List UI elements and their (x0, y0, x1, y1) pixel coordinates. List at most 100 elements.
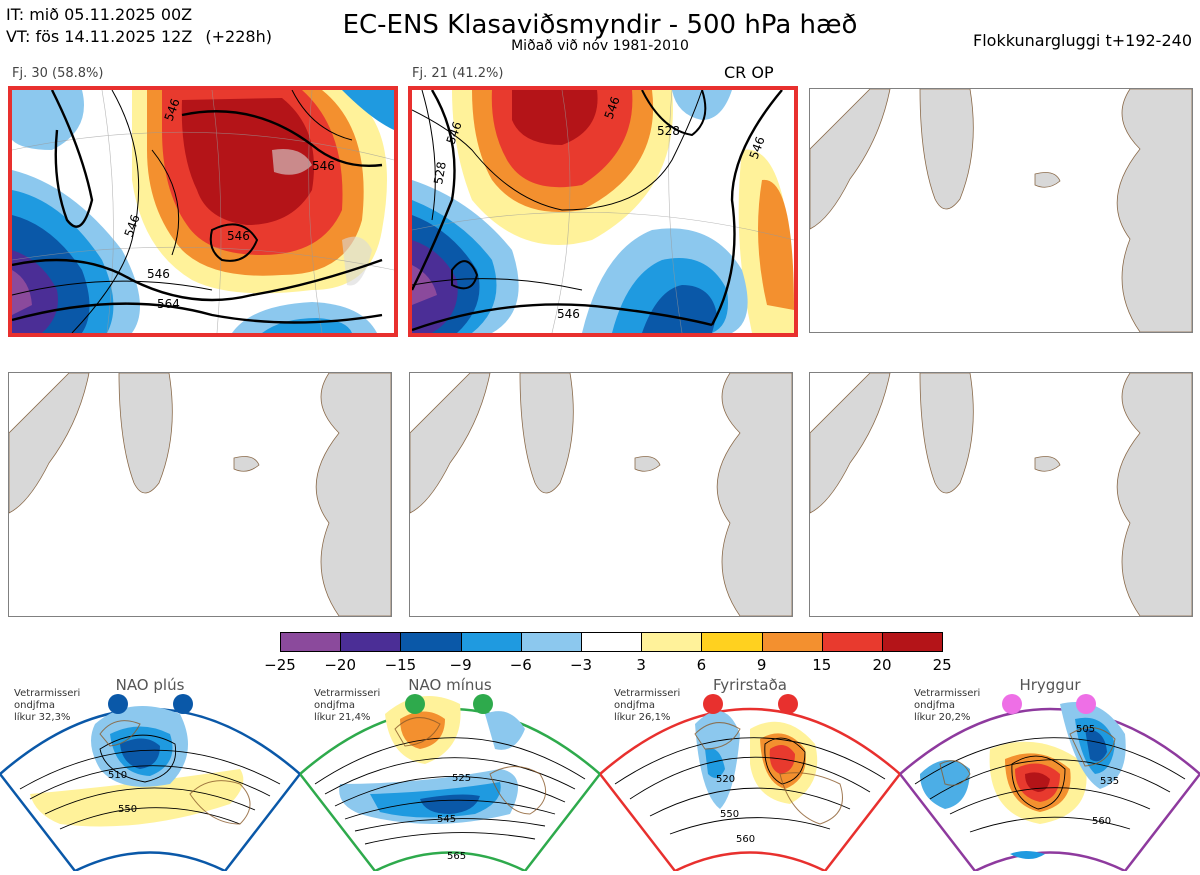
contour-label: 528 (657, 124, 680, 138)
contour-label: 546 (557, 307, 580, 321)
colorbar-tick-label: −25 (264, 656, 296, 674)
cluster-2-anomaly-map: 528 546 546 528 546 546 (412, 90, 794, 333)
land-map (9, 373, 391, 616)
regime-probability: líkur 26,1% (614, 712, 671, 723)
regime-months: ondjfma (614, 700, 655, 711)
regime-contour-label: 510 (108, 770, 127, 781)
contour-label: 546 (227, 229, 250, 243)
regime-contour-label: 520 (716, 774, 735, 785)
colorbar-tick-label: −6 (509, 656, 532, 674)
regime-season: Vetrarmisseri (14, 688, 81, 699)
cluster-map-6[interactable] (809, 372, 1193, 617)
cluster-2-label: Fj. 21 (41.2%) (412, 66, 504, 81)
regime-probability: líkur 20,2% (914, 712, 971, 723)
regime-probability: líkur 32,3% (14, 712, 71, 723)
regime-note: Vetrarmisseri ondjfma líkur 20,2% (914, 688, 980, 724)
control-op-label: CR OP (724, 63, 774, 82)
regime-contour-label: 505 (1076, 724, 1095, 735)
colorbar-tick-label: −9 (449, 656, 472, 674)
colorbar-swatch (761, 632, 823, 652)
colorbar-swatch (581, 632, 643, 652)
regime-title: NAO mínus (408, 676, 492, 694)
regime-map: 505 535 560 (898, 694, 1200, 873)
regime-marker (1076, 694, 1096, 714)
regime-map: 525 545 565 (298, 694, 602, 873)
colorbar-swatch (641, 632, 703, 652)
colorbar-swatch (520, 632, 582, 652)
run-info: IT: mið 05.11.2025 00Z VT: fös 14.11.202… (6, 4, 272, 48)
regime-nao-plus: 510 550 NAO plús Vetrarmisseri ondjfma l… (0, 674, 302, 873)
regime-months: ondjfma (314, 700, 355, 711)
land-map (410, 373, 792, 616)
colorbar-tick-label: −20 (324, 656, 357, 674)
regime-title: Hryggur (1019, 676, 1081, 694)
valid-time-row: VT: fös 14.11.2025 12Z (+228h) (6, 26, 272, 48)
colorbar-swatch (340, 632, 402, 652)
regime-contour-label: 550 (720, 809, 739, 820)
clustering-window: Flokkunargluggi t+192-240 (973, 31, 1192, 50)
cluster-map-5[interactable] (409, 372, 793, 617)
page-subtitle: Miðað við nóv 1981-2010 (511, 38, 689, 54)
cluster-map-2[interactable]: 528 546 546 528 546 546 (408, 86, 798, 337)
page-title: EC-ENS Klasaviðsmyndir - 500 hPa hæð (342, 10, 858, 40)
regime-probability: líkur 21,4% (314, 712, 371, 723)
regime-contour-label: 545 (437, 814, 456, 825)
colorbar-tick-label: 3 (636, 656, 646, 674)
cluster-1-anomaly-map: 546 546 546 546 564 546 (12, 90, 394, 333)
cluster-1-label: Fj. 30 (58.8%) (12, 66, 104, 81)
regime-months: ondjfma (914, 700, 955, 711)
regime-months: ondjfma (14, 700, 55, 711)
regime-marker (1002, 694, 1022, 714)
regime-blocking: 520 550 560 Fyrirstaða Vetrarmisseri ond… (598, 674, 902, 873)
colorbar-swatch (821, 632, 883, 652)
regime-marker (703, 694, 723, 714)
colorbar-tick-label: 20 (872, 656, 892, 674)
regime-marker (108, 694, 128, 714)
contour-label: 528 (431, 161, 449, 186)
lead-time: (+228h) (205, 27, 272, 46)
regime-marker (473, 694, 493, 714)
colorbar-tick-label: 25 (932, 656, 952, 674)
valid-time: VT: fös 14.11.2025 12Z (6, 27, 193, 46)
contour-label: 546 (312, 159, 335, 173)
contour-label: 564 (157, 297, 180, 311)
regime-contour-label: 525 (452, 773, 471, 784)
regime-season: Vetrarmisseri (314, 688, 381, 699)
colorbar-tick-label: 9 (756, 656, 767, 674)
regime-contour-label: 560 (1092, 816, 1111, 827)
regime-map: 520 550 560 (598, 694, 902, 873)
regime-marker (405, 694, 425, 714)
colorbar-tick-label: −15 (384, 656, 417, 674)
regime-note: Vetrarmisseri ondjfma líkur 21,4% (314, 688, 380, 724)
regime-title: NAO plús (115, 676, 185, 694)
cluster-map-1[interactable]: 546 546 546 546 564 546 (8, 86, 398, 337)
colorbar-swatch (882, 632, 944, 652)
regime-note: Vetrarmisseri ondjfma líkur 32,3% (14, 688, 80, 724)
regime-contour-label: 535 (1100, 776, 1119, 787)
regime-marker (778, 694, 798, 714)
colorbar-tick-label: 15 (812, 656, 832, 674)
cluster-map-4[interactable] (8, 372, 392, 617)
regime-season: Vetrarmisseri (614, 688, 681, 699)
land-map (810, 373, 1192, 616)
regime-title: Fyrirstaða (713, 676, 787, 694)
colorbar-tick-label: 6 (696, 656, 707, 674)
regime-ridge: 505 535 560 Hryggur Vetrarmisseri ondjfm… (898, 674, 1200, 873)
regime-season: Vetrarmisseri (914, 688, 981, 699)
colorbar-tick-label: −3 (569, 656, 593, 674)
regime-nao-minus: 525 545 565 NAO mínus Vetrarmisseri ondj… (298, 674, 602, 873)
contour-label: 546 (147, 267, 170, 281)
colorbar-swatch (460, 632, 522, 652)
init-time: IT: mið 05.11.2025 00Z (6, 5, 193, 24)
regime-contour-label: 560 (736, 834, 755, 845)
regime-contour-label: 550 (118, 804, 137, 815)
regime-contour-label: 565 (447, 851, 466, 862)
regime-note: Vetrarmisseri ondjfma líkur 26,1% (614, 688, 680, 724)
cluster-map-3[interactable] (809, 88, 1193, 333)
colorbar-swatch (400, 632, 462, 652)
regime-map: 510 550 (0, 694, 302, 873)
land-map (810, 89, 1192, 332)
colorbar-swatch (280, 632, 342, 652)
colorbar-swatch (701, 632, 763, 652)
regime-marker (173, 694, 193, 714)
